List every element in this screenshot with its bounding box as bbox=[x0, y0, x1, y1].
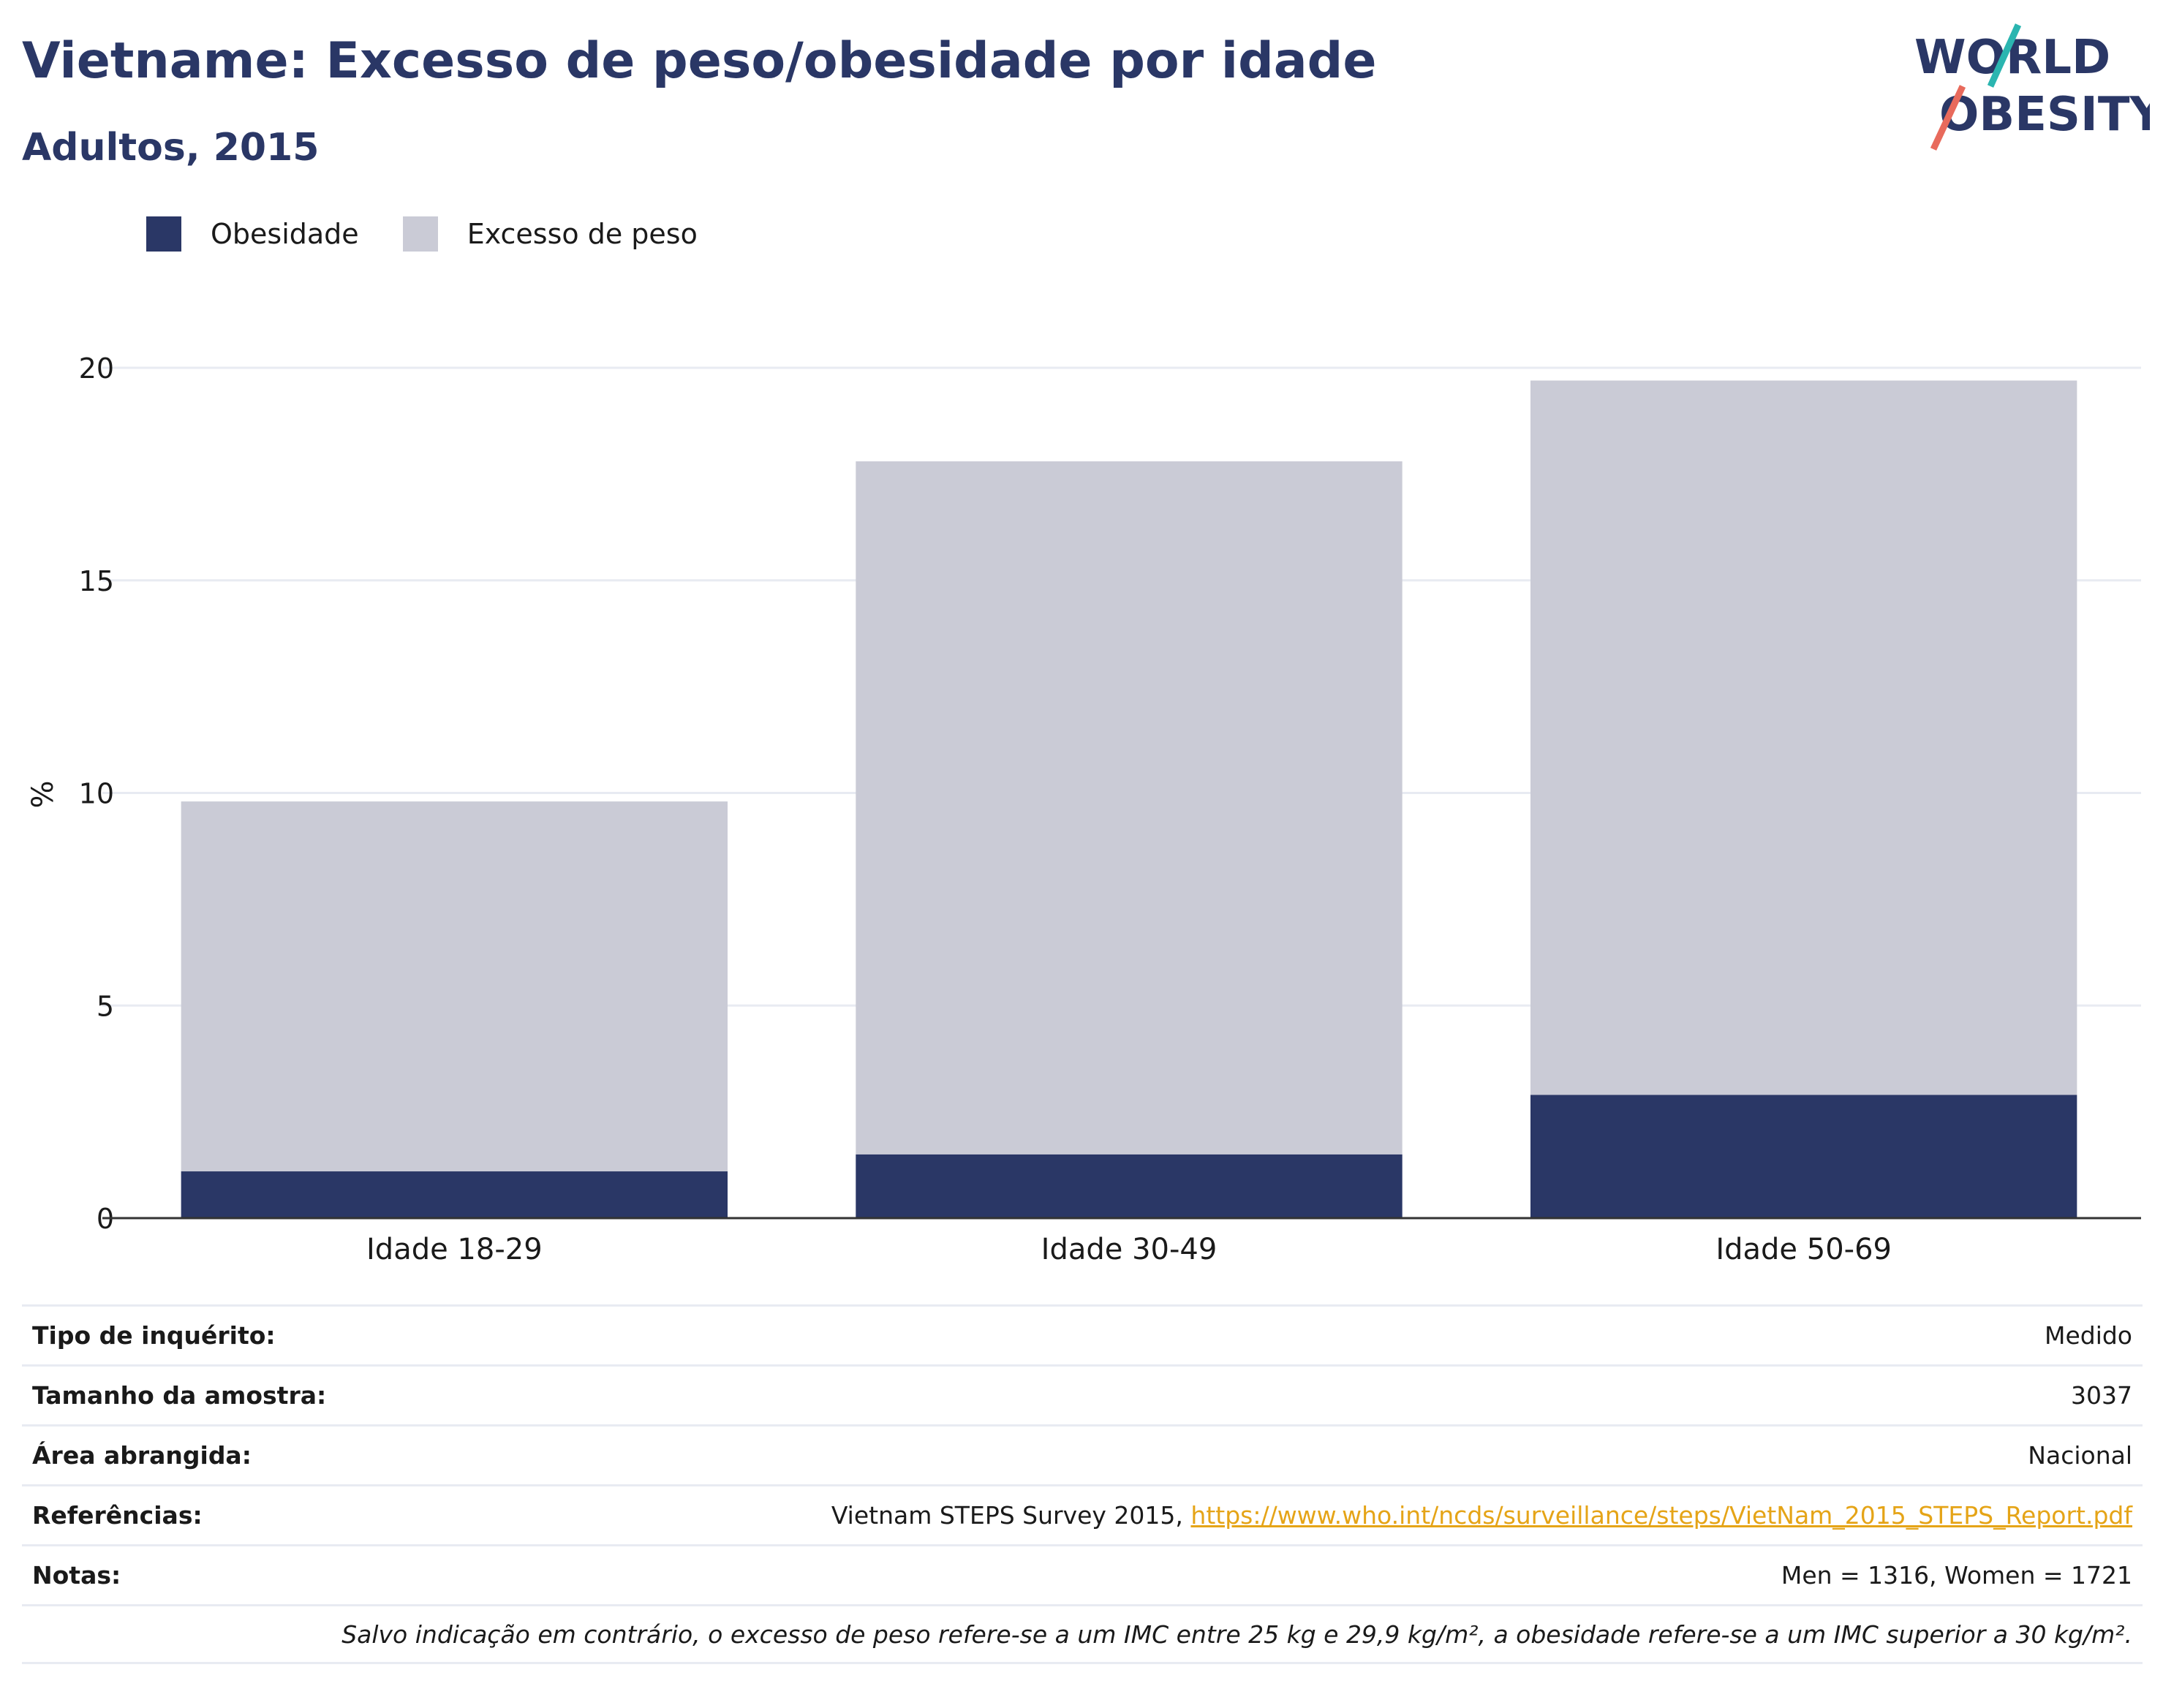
info-row-notes: Notas: Men = 1316, Women = 1721 bbox=[22, 1544, 2143, 1604]
info-value: Men = 1316, Women = 1721 bbox=[1781, 1561, 2132, 1590]
legend-item-overweight[interactable]: Excesso de peso bbox=[402, 216, 698, 252]
bar-overweight bbox=[1530, 380, 2077, 1095]
bar-obesity bbox=[181, 1171, 728, 1218]
bar-obesity bbox=[856, 1154, 1403, 1218]
bar-overweight bbox=[181, 801, 728, 1172]
bar-overweight bbox=[856, 461, 1403, 1155]
info-label: Referências: bbox=[32, 1501, 203, 1530]
info-row-sample-size: Tamanho da amostra: 3037 bbox=[22, 1364, 2143, 1424]
x-tick-label: Idade 18-29 bbox=[366, 1233, 543, 1266]
info-value: Nacional bbox=[2028, 1441, 2132, 1470]
x-tick-label: Idade 50-69 bbox=[1715, 1233, 1892, 1266]
logo-slash-teal-icon bbox=[1987, 23, 2022, 88]
reference-text: Vietnam STEPS Survey 2015, bbox=[831, 1501, 1191, 1530]
legend-swatch-overweight bbox=[402, 216, 438, 252]
info-label: Tipo de inquérito: bbox=[32, 1321, 276, 1350]
legend-label-overweight: Excesso de peso bbox=[467, 218, 698, 250]
reference-link[interactable]: https://www.who.int/ncds/surveillance/st… bbox=[1190, 1501, 2132, 1530]
info-value: 3037 bbox=[2071, 1381, 2132, 1410]
legend-item-obesity[interactable]: Obesidade bbox=[146, 216, 359, 252]
info-value: Vietnam STEPS Survey 2015, https://www.w… bbox=[831, 1501, 2132, 1530]
page-subtitle: Adultos, 2015 bbox=[22, 126, 320, 170]
info-row-area: Área abrangida: Nacional bbox=[22, 1424, 2143, 1484]
bar-obesity bbox=[1530, 1095, 2077, 1218]
logo-slash-coral-icon bbox=[1930, 85, 1966, 151]
y-axis-label: % bbox=[26, 780, 60, 808]
y-tick-label: 15 bbox=[79, 565, 114, 597]
info-row-references: Referências: Vietnam STEPS Survey 2015, … bbox=[22, 1484, 2143, 1544]
y-tick-label: 5 bbox=[97, 990, 114, 1022]
page-title: Vietname: Excesso de peso/obesidade por … bbox=[22, 32, 1377, 90]
y-tick-label: 20 bbox=[79, 352, 114, 385]
x-tick-label: Idade 30-49 bbox=[1041, 1233, 1218, 1266]
legend-label-obesity: Obesidade bbox=[211, 218, 359, 250]
info-row-survey-type: Tipo de inquérito: Medido bbox=[22, 1304, 2143, 1364]
footnote-text: Salvo indicação em contrário, o excesso … bbox=[341, 1620, 2132, 1649]
info-label: Tamanho da amostra: bbox=[32, 1381, 327, 1410]
survey-info-table: Tipo de inquérito: Medido Tamanho da amo… bbox=[22, 1304, 2143, 1664]
info-row-footnote: Salvo indicação em contrário, o excesso … bbox=[22, 1604, 2143, 1664]
y-tick-label: 10 bbox=[79, 778, 114, 810]
world-obesity-logo: WORLD OBESITY bbox=[1914, 23, 2150, 151]
info-label: Área abrangida: bbox=[32, 1441, 252, 1470]
info-label: Notas: bbox=[32, 1561, 121, 1590]
chart-legend: Obesidade Excesso de peso bbox=[146, 216, 741, 252]
info-value: Medido bbox=[2044, 1321, 2132, 1350]
logo-text-obesity: OBESITY bbox=[1939, 88, 2150, 142]
legend-swatch-obesity bbox=[146, 216, 181, 252]
